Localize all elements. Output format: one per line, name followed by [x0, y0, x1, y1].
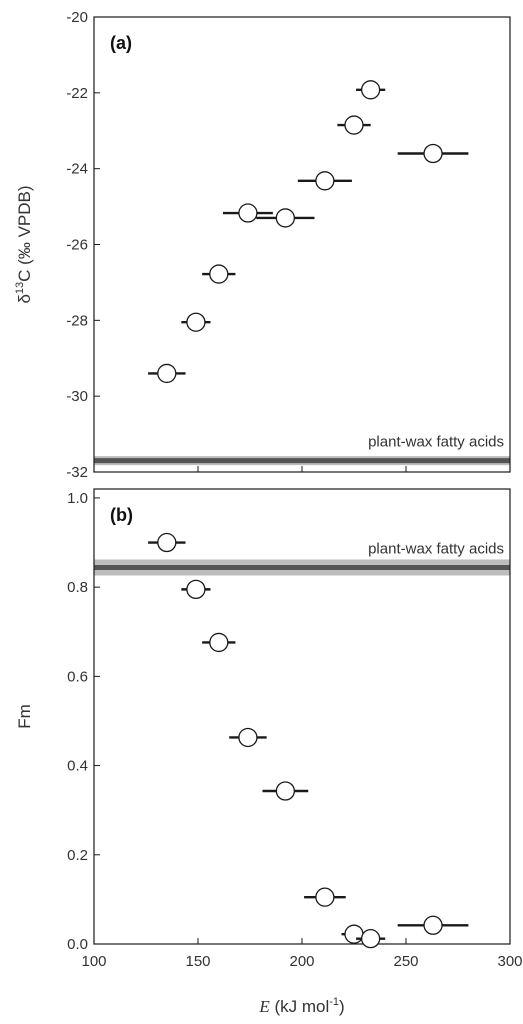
y-tick-label: 1.0	[67, 490, 88, 507]
data-point	[157, 363, 177, 384]
y-axis-label: δ13C (‰ VPDB)	[14, 185, 34, 303]
data-point	[315, 887, 335, 907]
data-point	[238, 203, 258, 223]
reference-line-label: plant-wax fatty acids	[368, 541, 504, 558]
data-point	[423, 143, 443, 164]
panel-a: plant-wax fatty acids -20 -22 -24 -26 -28 -30 -…	[14, 9, 511, 481]
y-tick-label: -22	[66, 85, 88, 102]
x-tick-label: 100	[81, 953, 106, 970]
data-point	[360, 80, 381, 100]
panel-label: (b)	[110, 505, 133, 525]
panel-b: plant-wax fatty acids 0.0 0.2 0.4 0.6 0.8 1.0 1…	[15, 488, 523, 970]
y-tick-label: -26	[66, 237, 88, 254]
data-point	[157, 532, 177, 553]
y-tick-label: 0.8	[67, 579, 88, 596]
y-tick-label: 0.6	[67, 668, 88, 685]
y-tick-label: -24	[66, 161, 88, 178]
x-tick-label: 200	[289, 953, 314, 970]
y-tick-label: -32	[66, 464, 88, 481]
x-tick-label: 250	[393, 953, 418, 970]
panel-label: (a)	[110, 33, 132, 53]
data-point	[275, 781, 296, 801]
y-tick-label: 0.0	[67, 936, 88, 953]
y-tick-label: 0.4	[67, 758, 88, 775]
data-point	[360, 928, 381, 949]
y-tick-label: -20	[66, 9, 88, 26]
data-point	[344, 115, 364, 135]
data-point	[209, 264, 229, 284]
plot-frame	[93, 16, 511, 473]
data-point	[423, 915, 443, 935]
y-tick-label: -30	[66, 388, 88, 405]
x-tick-label: 300	[497, 953, 522, 970]
reference-line-label: plant-wax fatty acids	[368, 434, 504, 451]
data-point	[315, 171, 335, 191]
data-point	[344, 924, 364, 944]
y-tick-label: 0.2	[67, 847, 88, 864]
data-point	[186, 579, 206, 600]
data-point	[186, 312, 206, 332]
x-tick-label: 150	[185, 953, 210, 970]
y-tick-label: -28	[66, 312, 88, 329]
data-point	[275, 208, 296, 228]
y-axis-label: Fm	[15, 704, 34, 729]
x-axis-label: E (kJ mol-1)	[258, 996, 344, 1016]
data-point	[209, 632, 229, 653]
data-point	[238, 727, 258, 748]
